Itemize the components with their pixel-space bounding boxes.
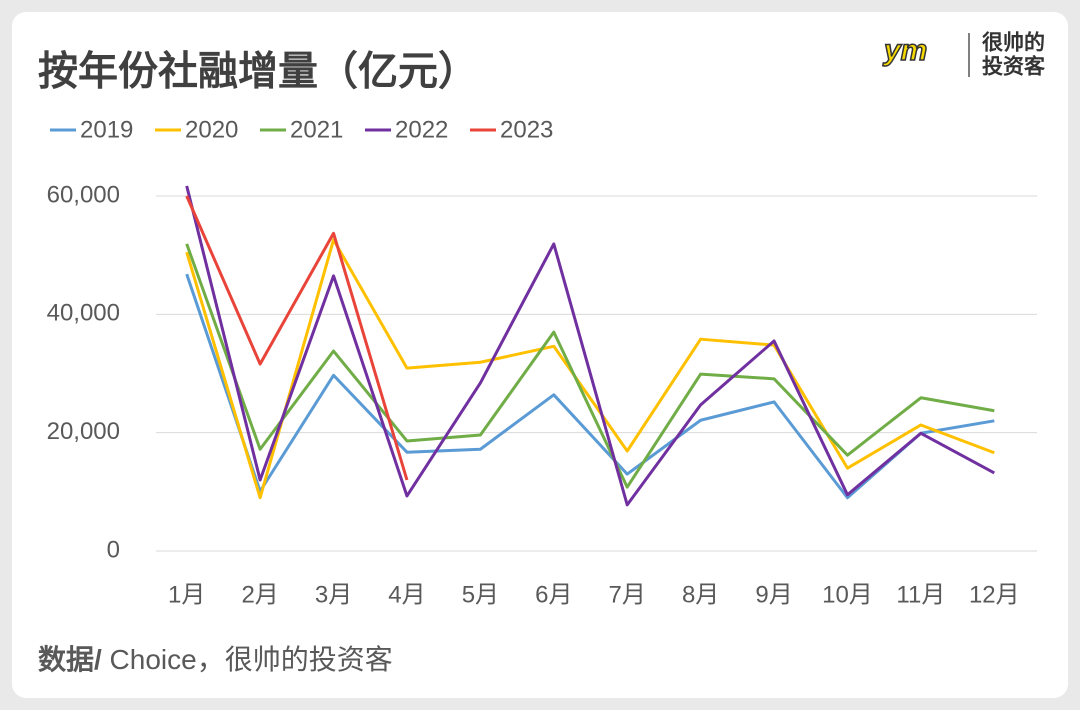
x-tick-label: 1月 [168, 581, 205, 608]
series-line [185, 238, 995, 500]
card [12, 12, 1068, 698]
x-tick-label: 10月 [822, 581, 873, 608]
logo-mark: ym [882, 34, 927, 67]
y-tick-label: 40,000 [47, 300, 120, 327]
source-label: 数据/ [38, 644, 102, 675]
series-line [185, 185, 996, 507]
logo-text: 投资客 [982, 55, 1046, 79]
logo-text: 很帅的 [982, 31, 1045, 55]
x-tick-label: 8月 [682, 581, 719, 608]
x-tick-label: 9月 [755, 581, 792, 608]
x-tick-label: 11月 [896, 581, 945, 608]
series-line [185, 273, 995, 500]
y-tick-label: 60,000 [47, 181, 120, 208]
legend-label: 2019 [80, 116, 133, 143]
x-tick-label: 6月 [535, 581, 572, 608]
x-tick-label: 2月 [241, 581, 278, 608]
series-line [185, 195, 409, 481]
x-tick-label: 12月 [969, 581, 1020, 608]
y-tick-label: 20,000 [47, 418, 120, 445]
legend-label: 2021 [290, 116, 343, 143]
x-tick-label: 7月 [609, 581, 646, 608]
legend-label: 2020 [185, 116, 238, 143]
source: 数据/ Choice，很帅的投资客 [38, 644, 393, 675]
y-tick-label: 0 [107, 536, 120, 563]
legend-label: 2022 [395, 116, 448, 143]
legend-label: 2023 [500, 116, 553, 143]
series-line [185, 243, 995, 489]
x-tick-label: 3月 [315, 581, 352, 608]
source-text: Choice，很帅的投资客 [102, 644, 393, 675]
x-tick-label: 4月 [388, 581, 425, 608]
x-tick-label: 5月 [462, 581, 499, 608]
chart-title: 按年份社融增量（亿元） [38, 50, 478, 94]
